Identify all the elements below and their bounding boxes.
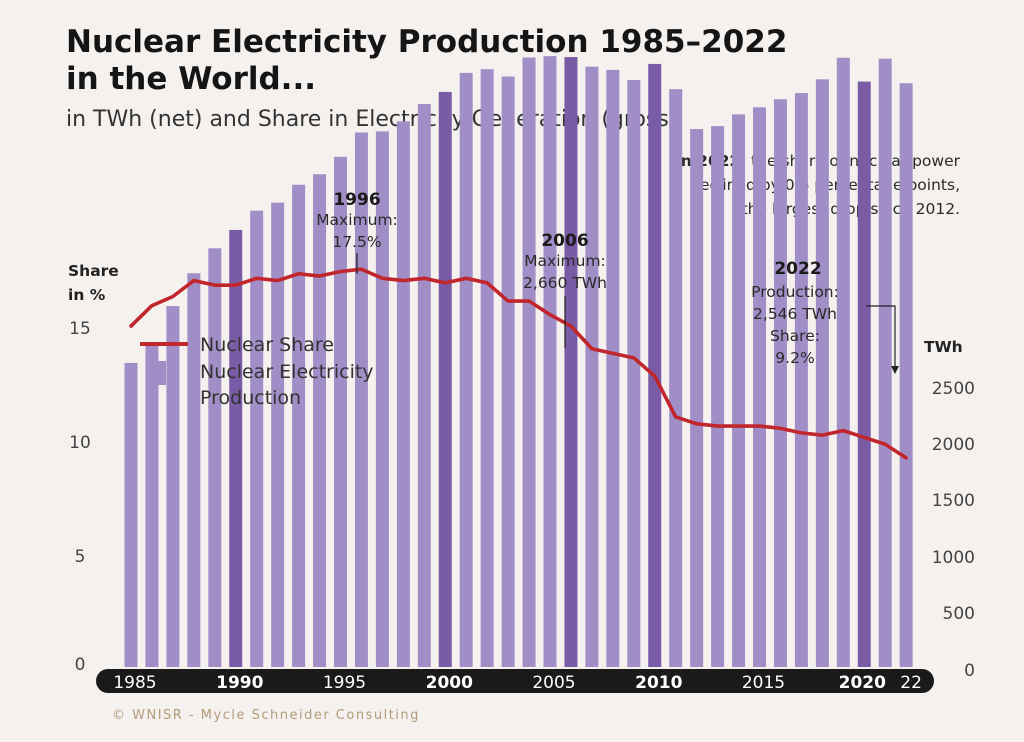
annotation-2006-line1: Maximum: xyxy=(524,252,606,270)
bar-2005 xyxy=(543,56,557,667)
bar-1999 xyxy=(417,104,431,667)
annotation-2022-line4: 9.2% xyxy=(775,349,814,367)
bar-2004 xyxy=(522,57,536,667)
right-tick-label: 1500 xyxy=(932,491,975,511)
share-line xyxy=(129,267,908,460)
bar-2003 xyxy=(501,76,515,668)
right-tick-label: 500 xyxy=(943,604,975,624)
annotation-2022-line2: 2,546 TWh xyxy=(753,305,837,323)
bar-2021 xyxy=(878,58,892,668)
bar-2015 xyxy=(753,107,766,667)
annotation-1996-year: 1996 xyxy=(333,190,380,210)
bar-1994 xyxy=(313,174,327,668)
bar-1989 xyxy=(208,248,222,668)
bar-2013 xyxy=(711,126,725,667)
legend: Nuclear Share Nuclear Electricity Produc… xyxy=(140,334,374,409)
x-tick-1995: 1995 xyxy=(323,673,366,693)
bar-2007 xyxy=(585,66,599,667)
x-tick-2010: 2010 xyxy=(635,673,682,693)
annotation-2006-line2: 2,660 TWh xyxy=(523,274,607,292)
annotation-2022-pointer xyxy=(866,305,896,372)
bar-2010 xyxy=(648,63,662,667)
bar-1992 xyxy=(271,202,285,668)
annotation-2022-arrowhead xyxy=(891,366,899,374)
bar-1986 xyxy=(145,342,159,667)
bar-1995 xyxy=(334,156,347,667)
legend-label-production-line2: Production xyxy=(200,387,301,409)
left-axis-title-line1: Share xyxy=(68,262,119,280)
bar-1985 xyxy=(124,362,138,667)
bar-2017 xyxy=(794,93,808,667)
bar-2022 xyxy=(899,83,913,667)
bar-1987 xyxy=(166,306,180,667)
legend-label-share: Nuclear Share xyxy=(200,334,334,356)
x-tick-1985: 1985 xyxy=(113,673,156,693)
legend-bar-swatch xyxy=(152,361,166,385)
left-tick-label: 15 xyxy=(69,319,91,339)
bar-2014 xyxy=(732,114,746,667)
bar-2001 xyxy=(459,72,473,667)
x-tick-1990: 1990 xyxy=(216,673,263,693)
annotation-2022-year: 2022 xyxy=(774,259,821,279)
bar-2016 xyxy=(773,99,787,667)
bar-1993 xyxy=(292,184,306,667)
right-tick-label: 0 xyxy=(964,661,975,681)
bar-1988 xyxy=(187,273,201,667)
annotations: 1996 Maximum: 17.5% 2006 Maximum: 2,660 … xyxy=(316,190,899,374)
annotation-2022-line3: Share: xyxy=(770,327,820,345)
x-tick-22: 22 xyxy=(900,673,922,693)
bar-1991 xyxy=(250,210,264,667)
bar-2009 xyxy=(627,79,641,668)
bar-2020 xyxy=(857,81,871,668)
annotation-2022-line1: Production: xyxy=(751,283,839,301)
right-tick-label: 1000 xyxy=(932,548,975,568)
x-axis-band xyxy=(96,669,934,693)
x-tick-2020: 2020 xyxy=(839,673,886,693)
left-tick-label: 5 xyxy=(75,547,86,567)
legend-label-production-line1: Nuclear Electricity xyxy=(200,361,374,383)
copyright: © WNISR - Mycle Schneider Consulting xyxy=(112,708,420,723)
right-tick-label: 2000 xyxy=(932,435,975,455)
bar-1997 xyxy=(375,131,389,668)
bar-2011 xyxy=(669,89,683,667)
bar-2008 xyxy=(606,69,620,667)
chart-title-line2: in the World... xyxy=(66,61,316,97)
x-tick-2000: 2000 xyxy=(426,673,473,693)
bar-2019 xyxy=(836,57,850,667)
bar-2000 xyxy=(438,91,452,668)
share-line-series xyxy=(129,267,908,460)
chart-title-line1: Nuclear Electricity Production 1985–2022 xyxy=(66,24,787,60)
bar-series xyxy=(124,56,913,668)
x-tick-2015: 2015 xyxy=(742,673,785,693)
bar-2012 xyxy=(690,129,704,667)
annotation-2006-year: 2006 xyxy=(541,231,588,251)
annotation-1996-line2: 17.5% xyxy=(332,233,381,251)
left-tick-label: 10 xyxy=(69,433,91,453)
bar-1998 xyxy=(396,121,410,667)
left-axis-title-line2: in % xyxy=(68,286,106,304)
bar-2006 xyxy=(564,57,578,668)
right-tick-label: 2500 xyxy=(932,379,975,399)
right-axis: 2500 2000 1500 1000 500 0 xyxy=(932,379,975,681)
bar-2002 xyxy=(480,69,494,667)
bar-1990 xyxy=(229,229,243,667)
left-tick-label: 0 xyxy=(75,655,86,675)
left-axis: 15 10 5 0 xyxy=(69,319,91,675)
x-tick-2005: 2005 xyxy=(532,673,575,693)
bar-1996 xyxy=(354,132,368,667)
bar-2018 xyxy=(815,79,829,668)
right-axis-title: TWh xyxy=(924,338,963,356)
x-axis: 1985 1990 1995 2000 2005 2010 2015 2020 22 xyxy=(113,673,922,693)
annotation-1996-line1: Maximum: xyxy=(316,211,398,229)
